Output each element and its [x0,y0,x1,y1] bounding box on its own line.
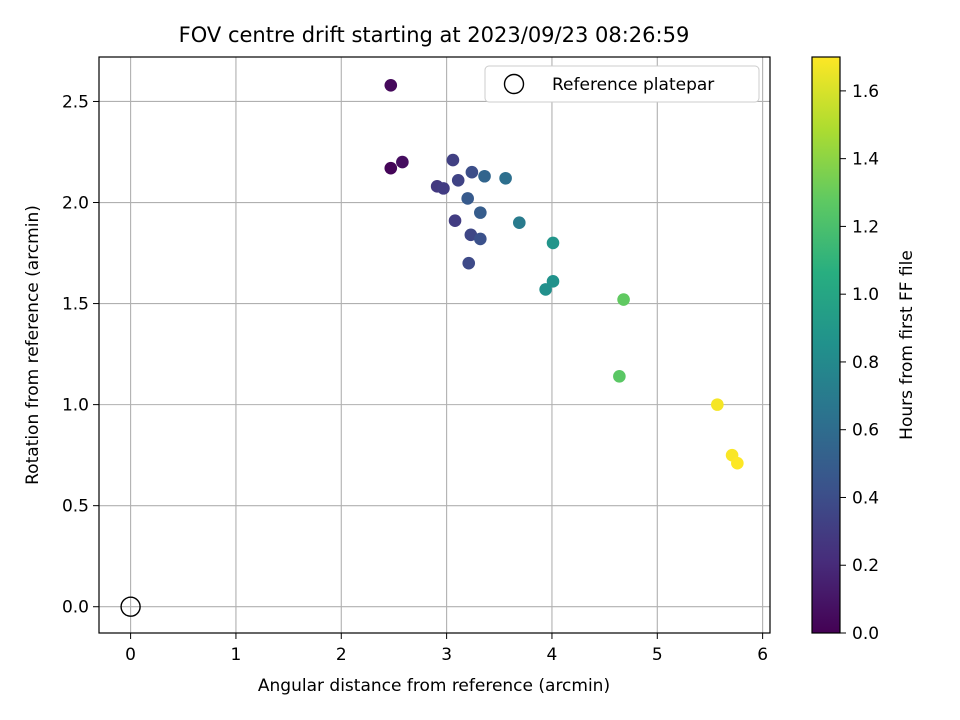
x-tick-label: 2 [336,645,347,665]
colorbar-tick-label: 0.2 [852,556,879,576]
y-tick-label: 0.0 [62,598,89,618]
y-tick-label: 2.0 [62,194,89,214]
data-point [613,370,626,383]
colorbar-ticks: 0.0 0.2 0.4 0.6 0.8 1.0 1.2 1.4 1.6 [840,82,879,644]
data-point [474,232,487,246]
data-point [448,214,462,228]
x-tick-label: 0 [125,645,136,665]
colorbar-tick-label: 0.8 [852,353,879,373]
data-point [462,256,476,270]
data-point [499,171,512,185]
legend-box [484,65,760,103]
chart-title: FOV centre drift starting at 2023/09/23 … [179,23,690,47]
reference-platepar-point [120,596,141,617]
colorbar-tick-label: 1.4 [852,150,879,170]
reference-marker [120,596,141,617]
y-tick-label: 1.5 [62,295,89,315]
data-point [478,169,491,183]
data-point [711,398,724,411]
data-point [465,165,479,179]
data-point [474,206,487,219]
data-point [617,293,630,306]
colorbar-tick-label: 1.6 [852,82,879,102]
data-point [464,228,478,242]
colorbar-label: Hours from first FF file [897,250,917,440]
data-point [461,192,474,205]
data-point [731,456,744,470]
data-point [546,236,560,250]
colorbar-tick-label: 0.0 [852,624,879,644]
colorbar-tick-label: 1.0 [852,285,879,305]
y-axis-label: Rotation from reference (arcmin) [23,205,43,485]
x-tick-label: 5 [652,645,663,665]
data-point [446,153,460,167]
data-point [384,78,398,92]
x-axis-ticks: 0 1 2 3 4 5 6 [125,633,768,665]
data-point [396,155,409,169]
colorbar-tick-label: 0.6 [852,421,879,441]
x-tick-label: 6 [757,645,768,665]
x-tick-label: 1 [231,645,242,665]
legend-marker-reference [503,73,525,95]
colorbar-tick-label: 1.2 [852,217,879,237]
x-axis-label: Angular distance from reference (arcmin) [258,676,610,696]
data-point [539,283,552,296]
colorbar [811,56,841,634]
data-point [451,173,465,187]
data-point [546,275,560,288]
plot-frame [98,56,771,634]
data-point [437,182,450,195]
y-axis-ticks: 0.0 0.5 1.0 1.5 2.0 2.5 [62,92,99,618]
plot-area [99,57,770,633]
y-tick-label: 1.0 [62,396,89,416]
colorbar-tick-label: 0.4 [852,488,879,508]
data-point [512,216,526,230]
y-tick-label: 2.5 [62,92,89,112]
data-point [384,161,398,175]
legend: Reference platepar [484,65,760,103]
legend-label-reference: Reference platepar [552,75,714,95]
y-tick-label: 0.5 [62,497,89,517]
x-tick-label: 3 [441,645,452,665]
x-tick-label: 4 [547,645,558,665]
data-points [384,78,744,470]
